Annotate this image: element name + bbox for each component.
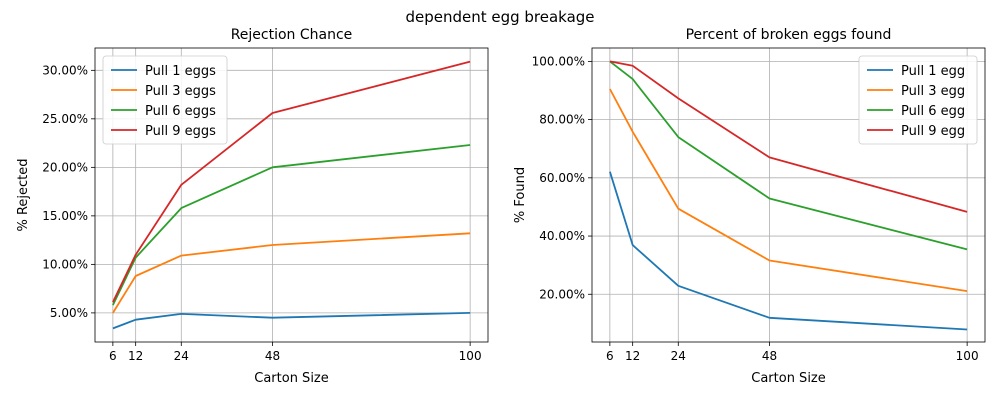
y-tick-label: 25.00% [42, 112, 88, 126]
x-tick-label: 100 [956, 349, 979, 363]
y-axis-label: % Found [513, 167, 528, 223]
y-tick-label: 100.00% [532, 54, 585, 68]
plot-area-frame [94, 47, 489, 343]
y-tick-label: 30.00% [42, 63, 88, 77]
series-line-1 [609, 171, 968, 331]
chart-panel-1: Rejection Chance 6 12 24 48 100 5.00% 10.00% 15.… [16, 27, 489, 386]
y-tick-label: 20.00% [539, 287, 585, 301]
y-axis-label: % Rejected [16, 158, 31, 231]
chart-title: Percent of broken eggs found [686, 27, 892, 43]
series-line-4 [112, 60, 471, 303]
x-tick-label: 24 [174, 349, 189, 363]
chart-title: Rejection Chance [231, 27, 353, 43]
series-line-3 [609, 60, 968, 251]
legend-label: Pull 3 eggs [145, 84, 216, 99]
legend-label: Pull 6 eggs [145, 104, 216, 119]
y-tick-label: 15.00% [42, 209, 88, 223]
plot-area-frame [591, 47, 986, 343]
x-axis-label: Carton Size [751, 371, 826, 386]
legend: Pull 1 eggs Pull 3 eggs Pull 6 eggs Pull 9 … [102, 55, 228, 145]
legend-label: Pull 3 egg [901, 84, 965, 99]
x-tick-label: 48 [762, 349, 777, 363]
series-line-2 [609, 88, 968, 292]
y-tick-label: 60.00% [539, 171, 585, 185]
y-tick-label: 80.00% [539, 113, 585, 127]
series-line-1 [112, 312, 471, 330]
series-line-2 [112, 232, 471, 314]
legend-box [102, 55, 228, 145]
x-tick-label: 24 [671, 349, 686, 363]
x-tick-label: 12 [128, 349, 143, 363]
y-tick-label: 40.00% [539, 229, 585, 243]
legend-label: Pull 6 egg [901, 104, 965, 119]
legend-box [858, 55, 978, 145]
series-line-4 [609, 60, 968, 213]
legend-label: Pull 9 egg [901, 124, 965, 139]
legend-label: Pull 9 eggs [145, 124, 216, 139]
y-tick-label: 5.00% [50, 306, 88, 320]
x-axis-label: Carton Size [254, 371, 329, 386]
x-tick-label: 48 [265, 349, 280, 363]
legend: Pull 1 egg Pull 3 egg Pull 6 egg Pull 9 egg [858, 55, 978, 145]
y-tick-label: 20.00% [42, 160, 88, 174]
x-tick-label: 12 [625, 349, 640, 363]
x-tick-label: 100 [459, 349, 482, 363]
y-tick-label: 10.00% [42, 257, 88, 271]
legend-label: Pull 1 eggs [145, 64, 216, 79]
x-tick-label: 6 [109, 349, 117, 363]
series-line-3 [112, 144, 471, 306]
legend-label: Pull 1 egg [901, 64, 965, 79]
chart-panel-2: Percent of broken eggs found 6 12 24 48 100 20… [513, 27, 986, 386]
figure-suptitle: dependent egg breakage [405, 8, 594, 26]
x-tick-label: 6 [606, 349, 614, 363]
